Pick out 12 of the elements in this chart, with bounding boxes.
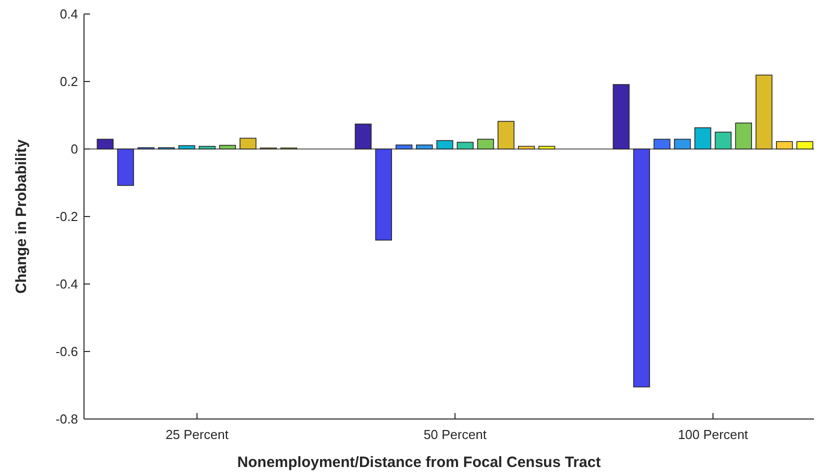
x-tick-label: 100 Percent <box>678 427 748 442</box>
y-tick-label: 0 <box>70 142 78 157</box>
y-tick-label: -0.2 <box>56 209 78 224</box>
y-tick-label: 0.4 <box>60 6 78 22</box>
y-tick-label: -0.4 <box>56 276 78 292</box>
x-tick-label: 50 Percent <box>424 427 487 442</box>
y-tick-label: -0.6 <box>56 344 78 360</box>
y-tick-label: -0.8 <box>56 412 78 427</box>
y-tick-label: 0.2 <box>60 74 78 90</box>
x-tick-label: 25 Percent <box>166 427 229 442</box>
x-axis-title: Nonemployment/Distance from Focal Census Tract <box>237 454 601 471</box>
y-axis-title: Change in Probability <box>13 138 30 294</box>
